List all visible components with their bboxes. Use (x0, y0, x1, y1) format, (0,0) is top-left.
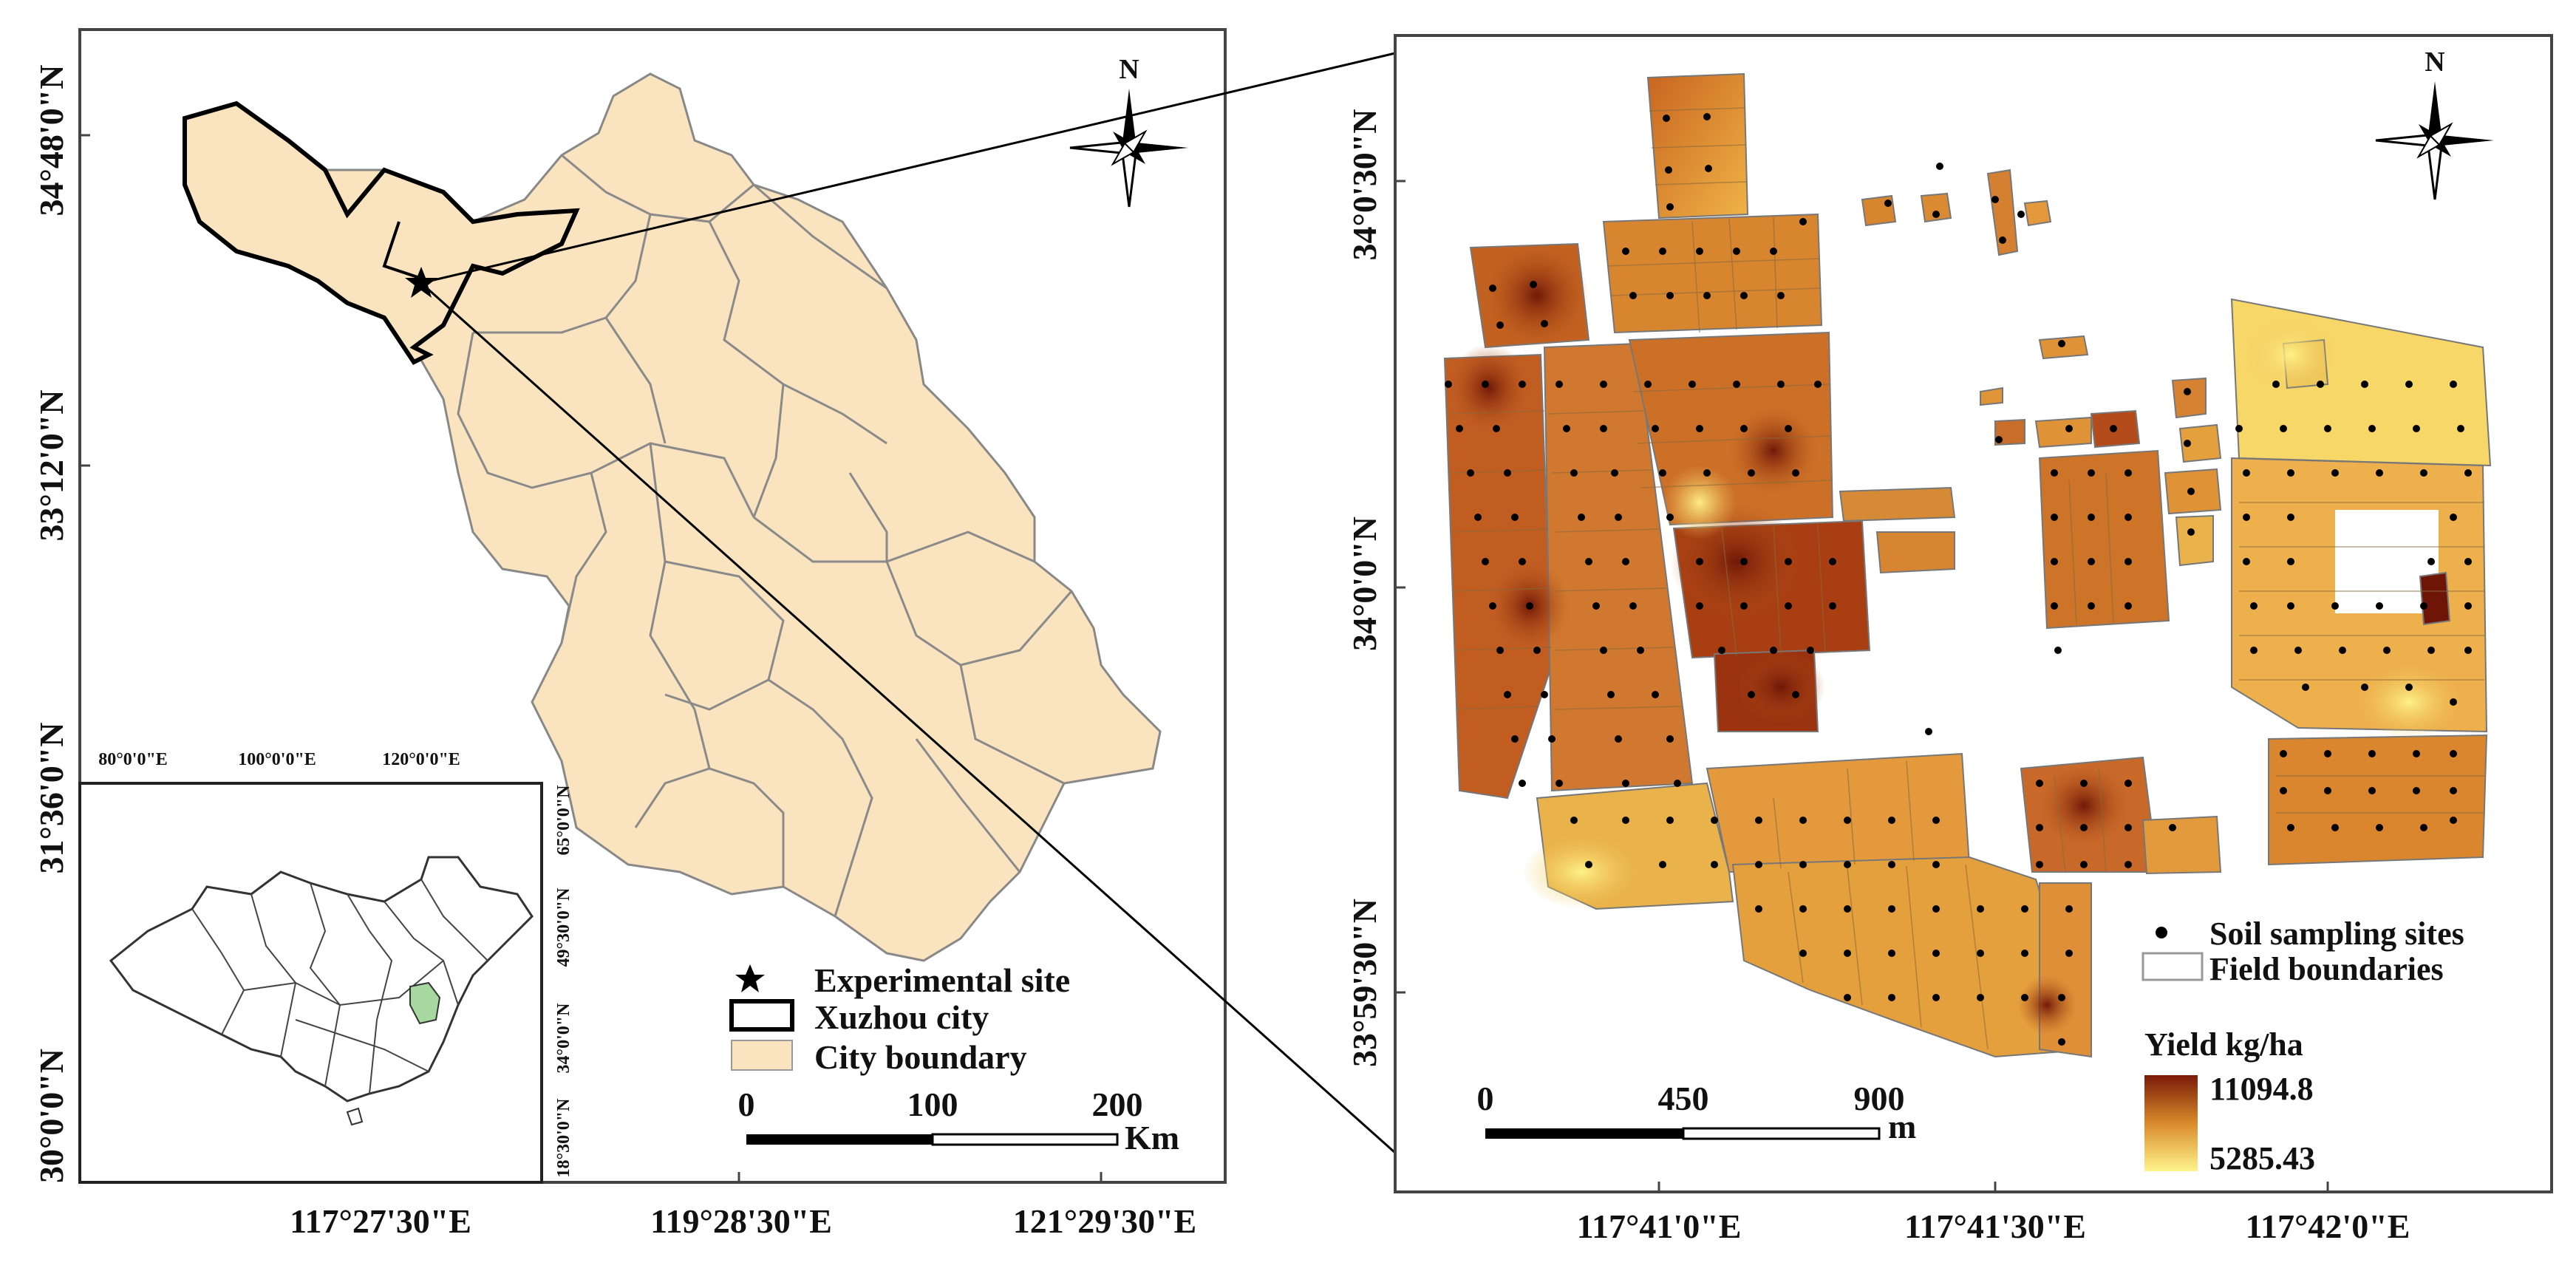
right-lat-label: 34°0'30"N (1346, 109, 1383, 261)
inset-lon-label: 120°0'0"E (382, 750, 460, 769)
field-block (1443, 353, 1553, 800)
legend-soil-dot-icon (2156, 927, 2167, 938)
legend-site-label: Experimental site (814, 961, 1070, 999)
legend-xuzhou-label: Xuzhou city (814, 998, 989, 1036)
field-block (2171, 377, 2207, 419)
north-label: N (1119, 54, 1139, 85)
field-block (1706, 752, 1971, 873)
right-lon-label: 117°41'0"E (1577, 1207, 1742, 1245)
right-lon-label: 117°41'30"E (1904, 1207, 2086, 1245)
legend-field-label: Field boundaries (2209, 951, 2444, 987)
right-map-panel: 34°0'30"N 34°0'0"N 33°59'30"N 117°41'0"E… (1346, 34, 2553, 1245)
inset-lat-label: 65°0'0"N (554, 785, 573, 856)
right-scale-bar: 0 450 900 m (1477, 1080, 1917, 1145)
field-block (2141, 815, 2222, 875)
field-parcels (1443, 72, 2492, 1058)
yield-hotspots (1448, 244, 2461, 1035)
left-lat-label: 31°36'0"N (33, 723, 70, 874)
field-block (2335, 510, 2439, 613)
north-arrow-icon: N (1069, 54, 1188, 208)
field-block (1994, 418, 2025, 446)
legend-yield-max: 11094.8 (2209, 1071, 2314, 1107)
legend-star-icon (735, 964, 765, 992)
legend-yield-title: Yield kg/ha (2144, 1026, 2303, 1063)
scale-unit: Km (1125, 1119, 1179, 1156)
city-boundaries (457, 154, 1073, 917)
scale-tick: 450 (1658, 1080, 1709, 1117)
field-block (1731, 856, 2093, 1058)
field-block (2419, 571, 2451, 626)
jiangsu-highlight (409, 981, 441, 1025)
left-lat-label: 30°0'0"N (33, 1049, 70, 1183)
inset-lon-label: 80°0'0"E (98, 750, 168, 769)
field-block (2178, 423, 2222, 463)
yield-color-ramp (2144, 1075, 2198, 1171)
left-lon-label: 119°28'30"E (650, 1202, 832, 1240)
inset-lon-label: 100°0'0"E (238, 750, 316, 769)
xuzhou-outline (183, 100, 580, 365)
north-arrow-icon: N (2375, 47, 2494, 200)
inset-lat-label: 18°30'0"N (554, 1098, 573, 1178)
left-legend: Experimental site Xuzhou city City bound… (729, 961, 1070, 1076)
scale-tick: 900 (1854, 1080, 1905, 1117)
legend-boundary-swatch (731, 1040, 793, 1071)
right-lat-label: 34°0'0"N (1346, 517, 1383, 651)
field-block (2034, 416, 2092, 449)
field-block (1920, 192, 1952, 223)
scale-tick: 200 (1092, 1086, 1143, 1123)
right-legend: Soil sampling sites Field boundaries Yie… (2141, 916, 2464, 1176)
scale-tick: 0 (738, 1086, 755, 1123)
field-subdivisions (1448, 107, 2484, 1050)
left-lon-label: 117°27'30"E (290, 1202, 471, 1240)
field-block (2023, 200, 2052, 227)
field-block (1875, 531, 1955, 574)
field-block (1986, 168, 2019, 256)
inset-lat-label: 34°0'0"N (554, 1003, 573, 1074)
legend-xuzhou-swatch (729, 999, 794, 1032)
field-block (2175, 514, 2214, 567)
scale-unit: m (1888, 1108, 1916, 1145)
left-lat-label: 33°12'0"N (33, 390, 70, 542)
left-lon-label: 121°29'30"E (1013, 1202, 1196, 1240)
field-block (2038, 335, 2089, 360)
zoom-connector-lines (420, 52, 1396, 1154)
left-scale-bar: 0 100 200 Km (738, 1086, 1180, 1156)
legend-field-swatch (2141, 952, 2204, 981)
right-lat-label: 33°59'30"N (1346, 899, 1383, 1067)
legend-soil-label: Soil sampling sites (2209, 916, 2464, 952)
field-block (1602, 213, 1823, 334)
legend-yield-min: 5285.43 (2209, 1140, 2315, 1176)
right-lon-label: 117°42'0"E (2246, 1207, 2410, 1245)
north-label: N (2425, 47, 2444, 78)
left-lat-label: 34°48'0"N (33, 65, 70, 217)
inset-lat-label: 49°30'0"N (554, 887, 573, 967)
soil-sampling-points (1445, 113, 2472, 1046)
field-block (1861, 194, 1897, 227)
inset-map: 80°0'0"E 100°0'0"E 120°0'0"E 65°0'0"N 49… (78, 750, 573, 1184)
field-block (1839, 486, 1956, 522)
field-block (2038, 449, 2170, 630)
scale-tick: 100 (907, 1086, 958, 1123)
legend-boundary-label: City boundary (814, 1038, 1027, 1076)
scale-tick: 0 (1477, 1080, 1494, 1117)
field-block (1980, 386, 2003, 406)
left-map-panel: 34°48'0"N 33°12'0"N 31°36'0"N 30°0'0"N 1… (33, 28, 1227, 1240)
